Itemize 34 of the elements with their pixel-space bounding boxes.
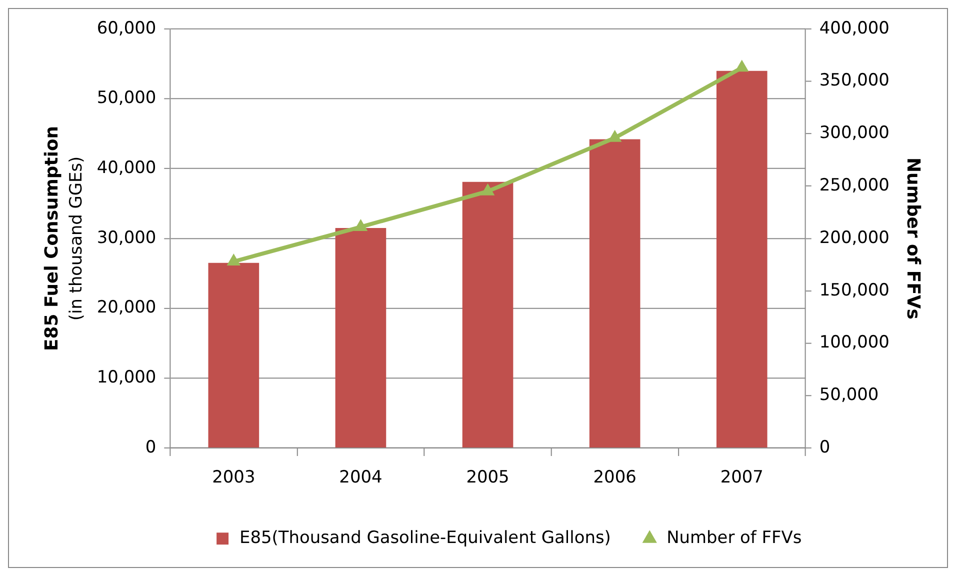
y2-tick-label: 300,000 [819,122,890,142]
y-tick-label: 50,000 [96,87,156,108]
x-tick-label: 2007 [720,466,764,487]
y-axis-title: E85 Fuel Consumption (in thousand GGEs) [42,126,86,351]
y-tick-label: 0 [145,436,156,456]
y2-tick-label: 100,000 [819,332,890,352]
y2-tick-label: 250,000 [819,174,890,194]
bar [716,70,768,448]
y-tick-label: 20,000 [96,296,156,317]
point [480,183,495,196]
x-tick-label: 2004 [339,466,382,487]
bar [335,228,386,448]
y2-tick-label: 350,000 [819,70,890,90]
x-tick-label: 2006 [593,466,636,487]
y-tick-label: 40,000 [96,157,156,178]
legend-label: E85(Thousand Gasoline-Equivalent Gallons) [240,527,611,548]
bar [208,262,260,448]
y2-tick-label: 200,000 [819,226,890,247]
y2-tick-label: 0 [819,436,830,456]
point [354,218,368,231]
point [734,60,749,72]
y-tick-label: 30,000 [96,226,156,247]
x-tick-label: 2003 [212,466,256,487]
y2-tick-label: 150,000 [819,279,890,300]
legend-label: Number of FFVs [666,527,802,548]
bar [462,182,514,448]
y-tick-label: 60,000 [96,17,156,38]
y2-axis-title: Number of FFVs [902,158,924,320]
point [226,254,241,266]
x-tick-label: 2005 [466,466,510,487]
y-tick-label: 10,000 [96,366,156,387]
y2-tick-label: 50,000 [819,384,879,404]
bar [589,139,640,448]
y2-tick-label: 400,000 [819,17,890,38]
